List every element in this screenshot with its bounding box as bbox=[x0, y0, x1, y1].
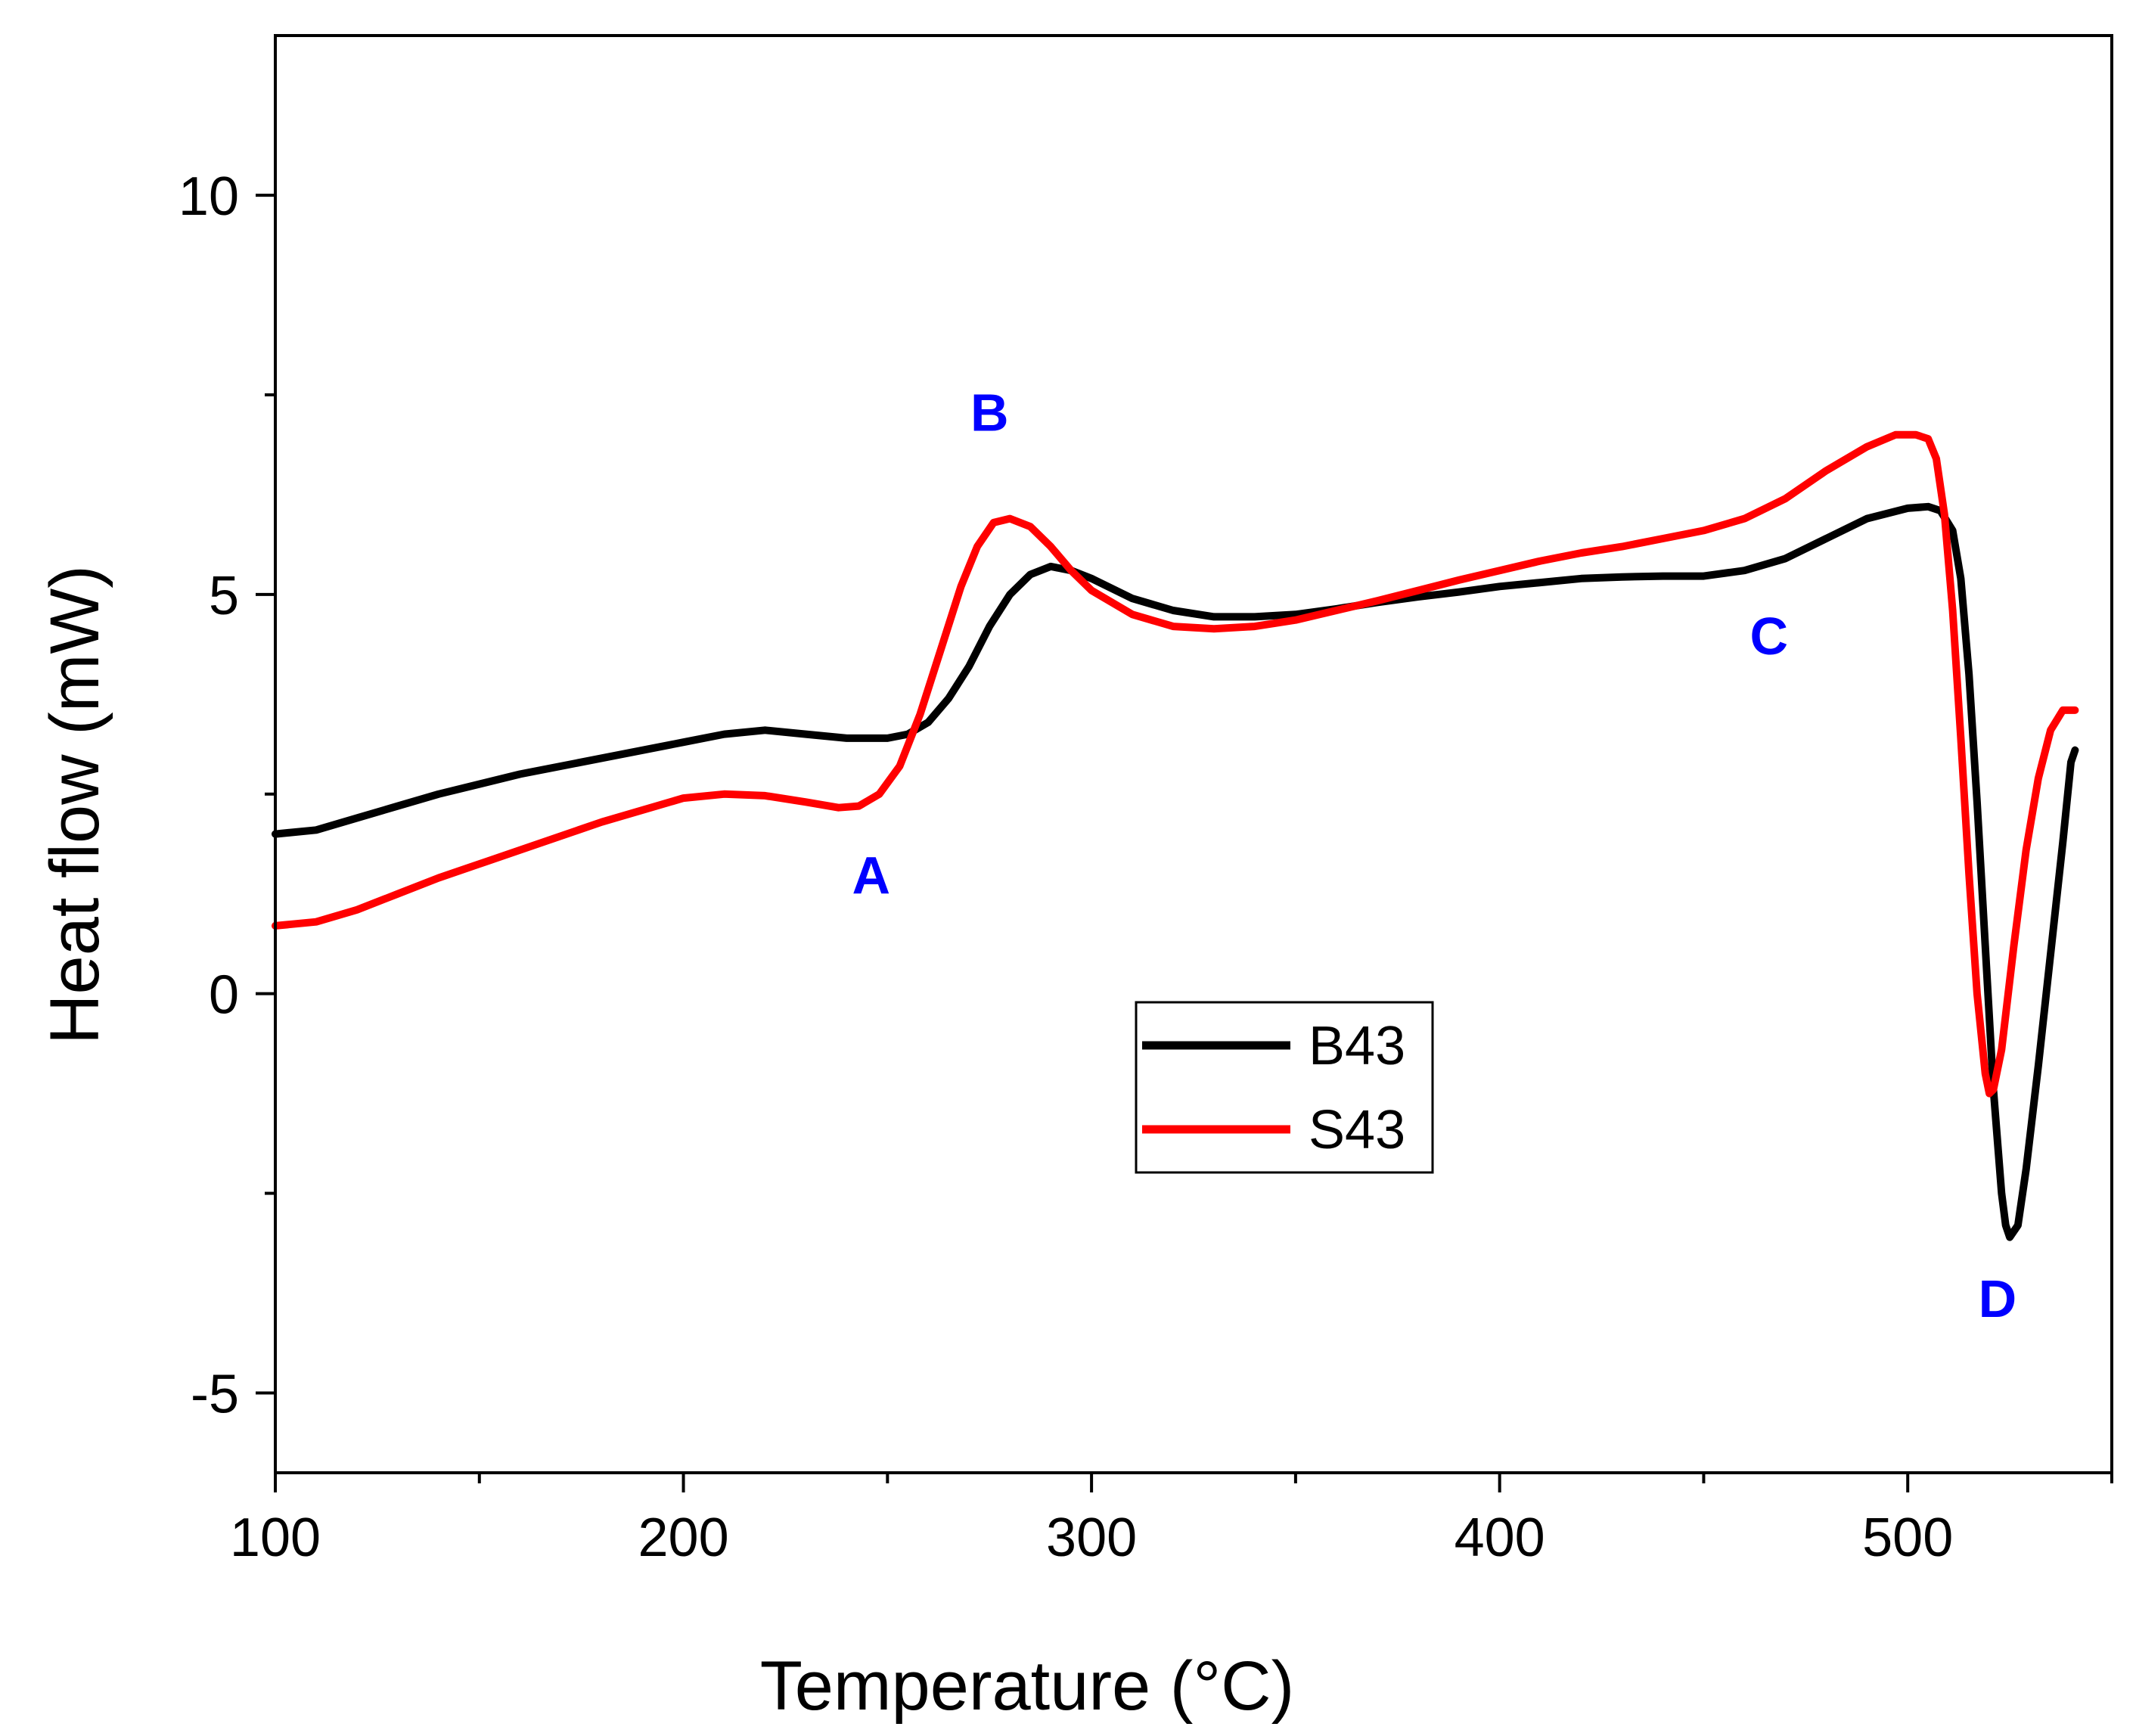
y-tick-label: 0 bbox=[209, 965, 239, 1026]
x-axis-title: Temperature (°C) bbox=[760, 1647, 1295, 1725]
x-tick-label: 200 bbox=[638, 1508, 728, 1568]
x-tick-label: 100 bbox=[230, 1508, 321, 1568]
x-tick-label: 500 bbox=[1862, 1508, 1953, 1568]
annotation-d: D bbox=[1979, 1269, 2017, 1328]
annotation-a: A bbox=[852, 846, 890, 905]
y-tick-label: 5 bbox=[209, 566, 239, 626]
y-tick-label: -5 bbox=[191, 1364, 239, 1424]
annotation-c: C bbox=[1749, 607, 1788, 666]
x-tick-label: 400 bbox=[1455, 1508, 1545, 1568]
legend-label-s43: S43 bbox=[1309, 1100, 1405, 1160]
legend: B43 S43 bbox=[1135, 1001, 1434, 1174]
x-axis-title-unit: °C) bbox=[1193, 1647, 1294, 1725]
series-layer bbox=[272, 430, 2079, 1241]
plot-frame bbox=[274, 34, 2113, 1474]
legend-box bbox=[1135, 1001, 1434, 1174]
series-line-s43 bbox=[272, 430, 2079, 1098]
ticks-layer: 100 200 300 400 500 -5 0 5 10 bbox=[179, 166, 2113, 1568]
annotation-b: B bbox=[970, 384, 1009, 443]
x-tick-label: 300 bbox=[1046, 1508, 1137, 1568]
annotation-layer: A B C D bbox=[852, 384, 2016, 1329]
x-axis-title-text: Temperature ( bbox=[760, 1647, 1194, 1725]
y-tick-label: 10 bbox=[179, 166, 239, 227]
legend-label-b43: B43 bbox=[1309, 1016, 1405, 1076]
y-axis-title: Heat flow (mW) bbox=[36, 565, 113, 1045]
